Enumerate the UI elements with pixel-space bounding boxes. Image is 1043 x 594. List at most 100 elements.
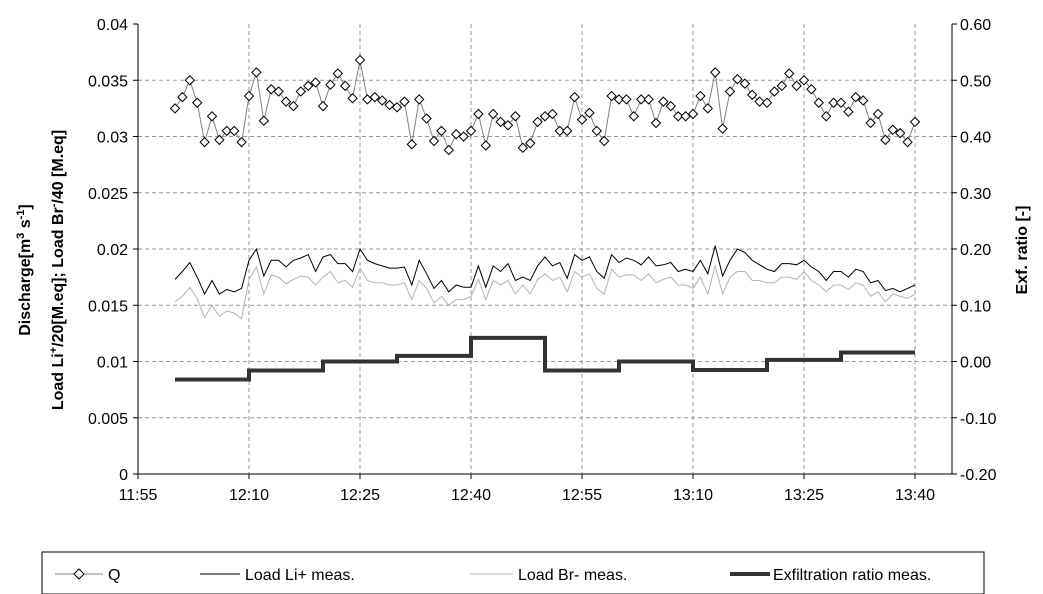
q-diamond-marker bbox=[251, 67, 262, 78]
q-diamond-marker bbox=[739, 78, 751, 89]
q-diamond-marker bbox=[643, 94, 654, 105]
right-axis-title: Exf. ratio [-] bbox=[1014, 206, 1031, 295]
right-axis-tick-label: 0.50 bbox=[960, 73, 991, 90]
left-axis-tick-label: 0.01 bbox=[97, 355, 128, 372]
q-diamond-marker bbox=[473, 108, 484, 120]
q-diamond-marker bbox=[709, 67, 721, 78]
q-diamond-marker bbox=[295, 86, 307, 97]
x-axis-tick-label: 11:55 bbox=[119, 487, 158, 504]
q-diamond-marker bbox=[465, 125, 477, 137]
q-diamond-marker bbox=[761, 97, 773, 108]
q-diamond-marker bbox=[872, 108, 884, 120]
q-diamond-marker bbox=[732, 73, 743, 85]
q-diamond-marker bbox=[598, 135, 610, 147]
x-axis-tick-label: 12:25 bbox=[340, 487, 380, 504]
q-diamond-marker bbox=[399, 96, 410, 107]
q-diamond-marker bbox=[406, 139, 418, 150]
q-diamond-marker bbox=[887, 124, 899, 135]
q-diamond-marker bbox=[909, 116, 921, 128]
legend-label-li: Load Li+ meas. bbox=[245, 567, 355, 584]
q-diamond-marker bbox=[480, 140, 492, 151]
q-diamond-marker bbox=[650, 117, 662, 129]
right-axis-tick-label: 0.20 bbox=[960, 242, 991, 259]
q-diamond-marker bbox=[576, 114, 588, 125]
q-diamond-marker bbox=[702, 103, 714, 114]
q-diamond-marker bbox=[206, 111, 218, 122]
q-diamond-marker bbox=[347, 93, 358, 104]
q-diamond-marker bbox=[391, 102, 403, 113]
x-axis-tick-label: 13:25 bbox=[784, 487, 824, 504]
legend-box bbox=[41, 551, 985, 594]
q-diamond-marker bbox=[584, 107, 595, 119]
q-diamond-marker bbox=[835, 97, 847, 108]
q-diamond-marker bbox=[628, 111, 640, 122]
x-axis-tick-label: 12:55 bbox=[562, 487, 602, 504]
q-diamond-marker bbox=[376, 95, 388, 106]
q-diamond-marker bbox=[724, 86, 736, 97]
q-diamond-marker bbox=[813, 97, 825, 108]
q-diamond-marker bbox=[880, 134, 891, 146]
left-axis-title-line2: Load Li+/20[M.eq]; Load Br-/40 [M.eq] bbox=[48, 130, 67, 410]
series-line-load-li bbox=[174, 245, 916, 296]
q-diamond-marker bbox=[214, 134, 225, 146]
q-diamond-marker bbox=[191, 97, 203, 108]
q-diamond-marker bbox=[369, 91, 381, 103]
q-diamond-marker bbox=[517, 142, 529, 153]
q-diamond-marker bbox=[865, 117, 876, 129]
x-axis-tick-label: 13:40 bbox=[895, 487, 935, 504]
q-diamond-marker bbox=[236, 136, 247, 148]
x-axis-tick-label: 13:10 bbox=[673, 487, 713, 504]
left-axis-title-line1: Discharge[m3 s-1] bbox=[15, 204, 34, 336]
q-diamond-marker bbox=[302, 80, 314, 92]
x-axis-tick-label: 12:40 bbox=[451, 487, 491, 504]
right-axis-tick-label: 0.60 bbox=[960, 17, 991, 34]
q-diamond-marker bbox=[243, 90, 255, 102]
q-diamond-marker bbox=[177, 91, 188, 103]
x-axis-tick-label: 12:10 bbox=[229, 487, 269, 504]
q-diamond-marker bbox=[339, 80, 351, 92]
q-diamond-marker bbox=[658, 96, 669, 107]
q-diamond-marker bbox=[783, 68, 795, 79]
q-diamond-marker bbox=[502, 120, 514, 131]
q-diamond-marker bbox=[635, 94, 647, 105]
left-axis-tick-label: 0.04 bbox=[97, 17, 128, 34]
q-diamond-marker bbox=[569, 91, 580, 103]
left-axis-tick-label: 0.03 bbox=[97, 130, 128, 147]
q-diamond-marker bbox=[695, 90, 706, 102]
legend-label-q: Q bbox=[108, 567, 120, 584]
q-diamond-marker bbox=[413, 94, 425, 105]
q-diamond-marker bbox=[288, 100, 299, 112]
right-axis-tick-label: 0.30 bbox=[960, 186, 991, 203]
q-diamond-marker bbox=[769, 86, 780, 97]
q-diamond-marker bbox=[798, 75, 810, 86]
q-diamond-marker bbox=[524, 138, 536, 149]
left-axis-tick-label: 0.02 bbox=[97, 242, 128, 259]
right-axis-tick-label: 0.10 bbox=[960, 298, 991, 315]
axes bbox=[133, 23, 957, 479]
q-diamond-marker bbox=[436, 125, 447, 137]
left-axis-tick-label: 0.035 bbox=[88, 73, 128, 90]
q-diamond-marker bbox=[857, 95, 869, 106]
series-layer bbox=[169, 54, 921, 382]
q-diamond-marker bbox=[354, 54, 366, 66]
q-diamond-marker bbox=[487, 108, 499, 120]
left-axis-tick-label: 0.015 bbox=[88, 298, 128, 315]
q-diamond-marker bbox=[791, 80, 802, 92]
q-diamond-marker bbox=[902, 136, 913, 148]
q-diamond-marker bbox=[532, 116, 543, 128]
q-diamond-marker bbox=[428, 135, 440, 147]
series-line-load-br bbox=[174, 263, 916, 320]
gridlines bbox=[138, 24, 952, 474]
q-diamond-marker bbox=[591, 125, 603, 137]
left-axis-tick-label: 0.005 bbox=[88, 411, 128, 428]
q-diamond-marker bbox=[672, 111, 684, 122]
q-diamond-marker bbox=[554, 125, 566, 137]
q-diamond-marker bbox=[280, 96, 292, 107]
legend-label-br: Load Br- meas. bbox=[518, 567, 627, 584]
q-diamond-marker bbox=[665, 100, 677, 112]
q-diamond-marker bbox=[421, 113, 432, 124]
q-diamond-marker bbox=[746, 89, 758, 101]
legend-label-exf: Exfiltration ratio meas. bbox=[773, 567, 931, 584]
q-diamond-marker bbox=[754, 96, 765, 107]
